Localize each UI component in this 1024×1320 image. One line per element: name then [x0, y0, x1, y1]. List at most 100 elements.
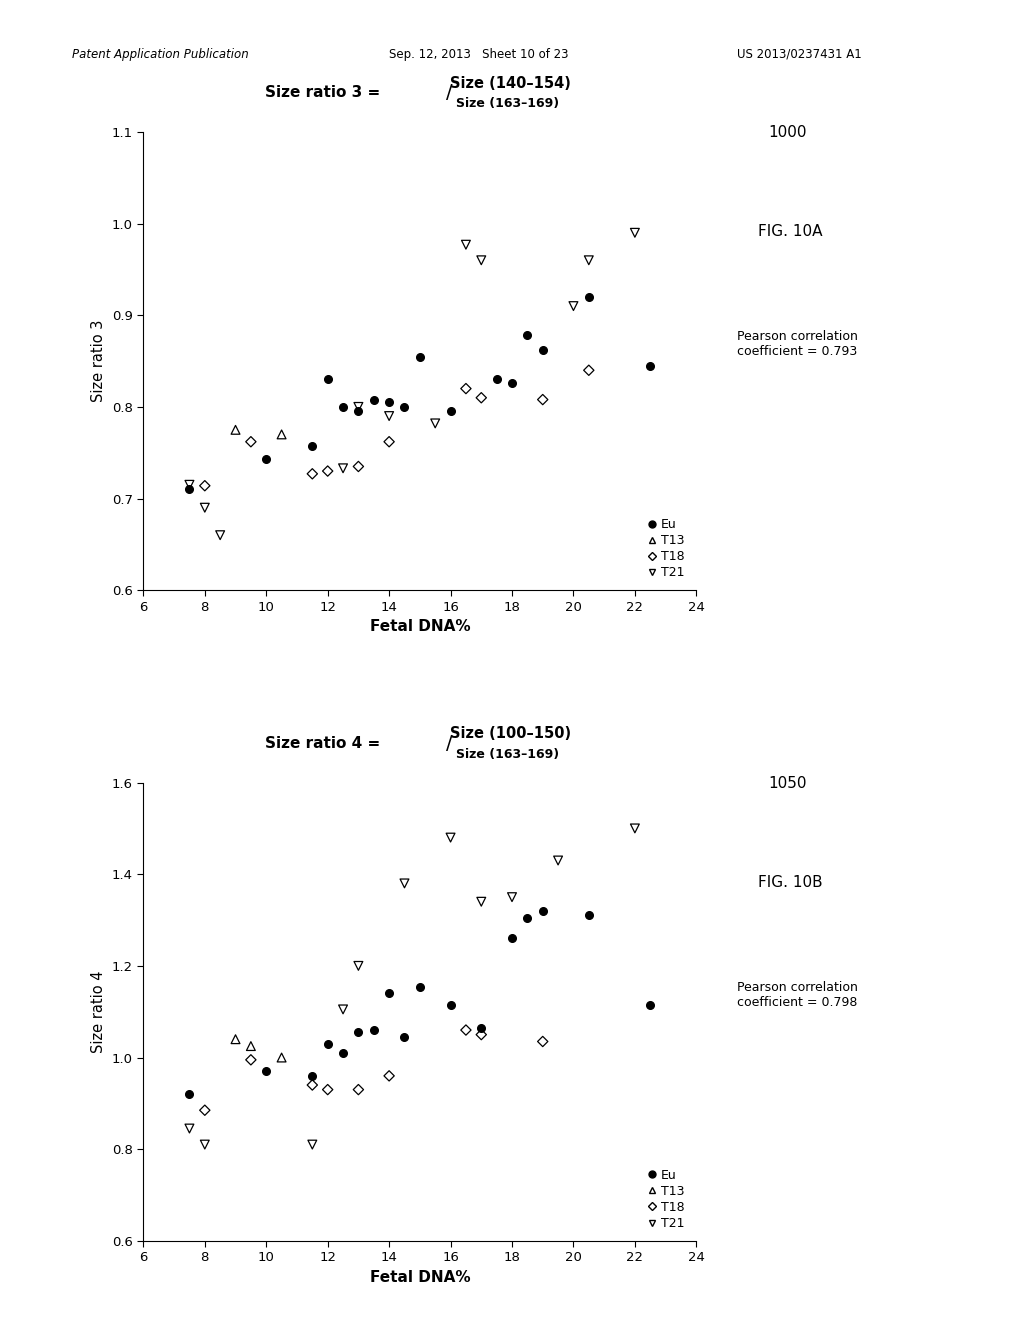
Point [642, 994, 658, 1015]
Text: 1000: 1000 [768, 125, 807, 140]
Point [535, 389, 551, 411]
Point [473, 387, 489, 408]
Y-axis label: Size ratio 4: Size ratio 4 [91, 970, 106, 1053]
Point [473, 1018, 489, 1039]
Point [197, 1100, 213, 1121]
Text: Patent Application Publication: Patent Application Publication [72, 48, 249, 61]
Point [335, 458, 351, 479]
Point [519, 907, 536, 928]
Point [227, 420, 244, 441]
Point [197, 475, 213, 496]
Point [335, 1043, 351, 1064]
Point [381, 432, 397, 453]
Text: Size (163–169): Size (163–169) [456, 747, 559, 760]
Text: Size (140–154): Size (140–154) [451, 75, 571, 91]
Point [304, 1134, 321, 1155]
Point [504, 372, 520, 393]
Point [335, 999, 351, 1020]
Point [319, 1034, 336, 1055]
Point [350, 455, 367, 477]
Legend: Eu, T13, T18, T21: Eu, T13, T18, T21 [648, 1168, 684, 1230]
Point [350, 956, 367, 977]
Point [581, 249, 597, 271]
X-axis label: Fetal DNA%: Fetal DNA% [370, 619, 470, 634]
Point [212, 524, 228, 545]
Point [273, 1047, 290, 1068]
Point [581, 906, 597, 927]
Point [535, 1031, 551, 1052]
Point [458, 1019, 474, 1040]
Text: Size (100–150): Size (100–150) [451, 726, 571, 742]
Point [304, 1074, 321, 1096]
Text: 1050: 1050 [768, 776, 807, 791]
Text: Size ratio 4 =: Size ratio 4 = [265, 735, 385, 751]
Point [366, 389, 382, 411]
Point [181, 1084, 198, 1105]
Point [227, 1028, 244, 1049]
Point [473, 1024, 489, 1045]
Point [243, 1035, 259, 1056]
Point [627, 222, 643, 243]
Point [535, 339, 551, 360]
Point [258, 1061, 274, 1082]
Point [581, 286, 597, 308]
Point [319, 461, 336, 482]
Point [243, 432, 259, 453]
Text: Size (163–169): Size (163–169) [456, 96, 559, 110]
Point [442, 994, 459, 1015]
Point [473, 249, 489, 271]
Point [381, 405, 397, 426]
Point [258, 449, 274, 470]
Point [273, 424, 290, 445]
Point [197, 1134, 213, 1155]
Point [396, 396, 413, 417]
Point [181, 474, 198, 495]
Point [412, 346, 428, 367]
Point [335, 396, 351, 417]
Text: /: / [446, 734, 453, 752]
Point [350, 1078, 367, 1100]
Point [381, 392, 397, 413]
Point [350, 400, 367, 421]
Text: Sep. 12, 2013   Sheet 10 of 23: Sep. 12, 2013 Sheet 10 of 23 [389, 48, 568, 61]
Legend: Eu, T13, T18, T21: Eu, T13, T18, T21 [648, 517, 684, 579]
Point [181, 1118, 198, 1139]
Point [197, 498, 213, 519]
Point [473, 891, 489, 912]
Text: US 2013/0237431 A1: US 2013/0237431 A1 [737, 48, 862, 61]
Point [550, 850, 566, 871]
Text: FIG. 10A: FIG. 10A [758, 224, 822, 239]
Point [381, 1065, 397, 1086]
Text: Pearson correlation
coefficient = 0.793: Pearson correlation coefficient = 0.793 [737, 330, 858, 358]
Point [350, 1022, 367, 1043]
Point [412, 975, 428, 997]
Y-axis label: Size ratio 3: Size ratio 3 [91, 319, 106, 403]
Point [642, 355, 658, 376]
Point [442, 401, 459, 422]
Point [319, 368, 336, 389]
Point [319, 1078, 336, 1100]
Point [304, 463, 321, 484]
X-axis label: Fetal DNA%: Fetal DNA% [370, 1270, 470, 1284]
Text: /: / [446, 83, 453, 102]
Point [458, 234, 474, 255]
Point [181, 479, 198, 500]
Point [396, 873, 413, 894]
Point [350, 396, 367, 417]
Text: FIG. 10B: FIG. 10B [758, 875, 822, 890]
Point [488, 368, 505, 389]
Point [519, 323, 536, 345]
Point [442, 828, 459, 849]
Point [565, 296, 582, 317]
Point [381, 983, 397, 1005]
Point [504, 887, 520, 908]
Point [243, 1049, 259, 1071]
Point [396, 1027, 413, 1048]
Point [304, 436, 321, 457]
Point [427, 413, 443, 434]
Point [581, 359, 597, 380]
Text: Size ratio 3 =: Size ratio 3 = [265, 84, 385, 100]
Point [627, 818, 643, 840]
Point [366, 1019, 382, 1040]
Point [304, 1065, 321, 1086]
